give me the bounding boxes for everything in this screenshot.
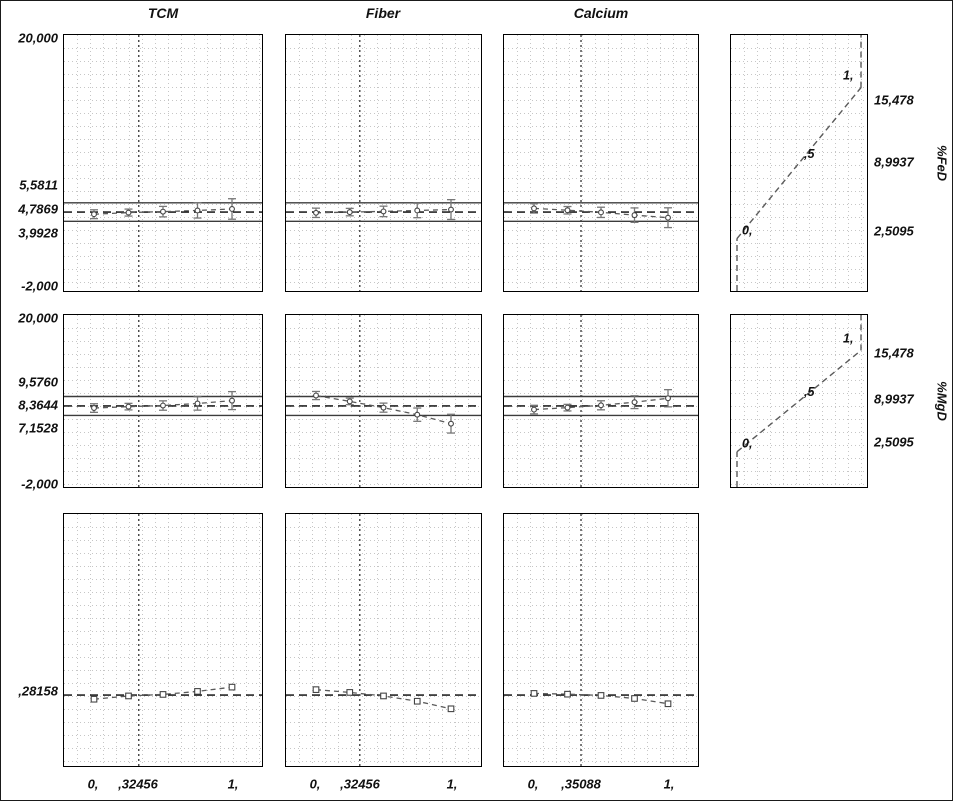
x-tick-calcium-min: 0, [527,776,539,792]
right-tick-mgd-low: 2,5095 [874,434,914,450]
x-tick-fiber-min: 0, [309,776,321,792]
svg-text:1,: 1, [843,331,853,345]
y-tick-mgd-lower: 7,1528 [18,420,58,436]
right-tick-fed-high: 15,478 [874,92,914,108]
y-tick-fed-lower: 3,9928 [18,225,58,241]
svg-text:1,: 1, [843,69,853,83]
plot-desirability-calcium [503,513,699,767]
x-tick-tcm-min: 0, [87,776,99,792]
x-tick-calcium-max: 1, [663,776,675,792]
svg-text:0,: 0, [742,224,752,238]
response-title-mgd: %MgD [934,381,950,421]
plot-desirability-fiber [285,513,482,767]
y-tick-mgd-min: -2,000 [21,476,58,492]
y-tick-fed-min: -2,000 [21,278,58,294]
right-tick-fed-low: 2,5095 [874,223,914,239]
response-title-fed: %FeD [934,144,950,182]
plot-fed-tcm [63,34,263,292]
right-tick-mgd-high: 15,478 [874,345,914,361]
plot-mgd-tcm [63,314,263,488]
svg-text:0,: 0, [742,437,752,451]
column-title-calcium: Calcium [573,5,629,21]
y-tick-fed-center: 4,7869 [18,201,58,217]
y-tick-mgd-max: 20,000 [18,310,58,326]
svg-text:,5: ,5 [803,385,815,399]
plot-fed-calcium [503,34,699,292]
y-tick-fed-upper: 5,5811 [19,177,58,193]
x-tick-fiber-max: 1, [446,776,458,792]
plot-mgd-desirability-function: 0, ,5 1, [730,314,868,488]
plot-desirability-tcm [63,513,263,767]
y-tick-mgd-upper: 9,5760 [18,374,58,390]
svg-text:,5: ,5 [803,147,815,161]
y-tick-fed-max: 20,000 [18,30,58,46]
right-tick-fed-mid: 8,9937 [874,154,914,170]
plot-fed-desirability-function: 0, ,5 1, [730,34,868,292]
plot-mgd-calcium [503,314,699,488]
x-tick-fiber-current: ,32456 [340,776,380,792]
x-tick-tcm-max: 1, [227,776,239,792]
y-tick-desirability-center: ,28158 [18,683,58,699]
plot-mgd-fiber [285,314,482,488]
x-tick-tcm-current: ,32456 [118,776,158,792]
column-title-tcm: TCM [147,5,179,21]
y-tick-mgd-center: 8,3644 [18,397,58,413]
plot-fed-fiber [285,34,482,292]
column-title-fiber: Fiber [365,5,401,21]
right-tick-mgd-mid: 8,9937 [874,391,914,407]
x-tick-calcium-current: ,35088 [561,776,601,792]
